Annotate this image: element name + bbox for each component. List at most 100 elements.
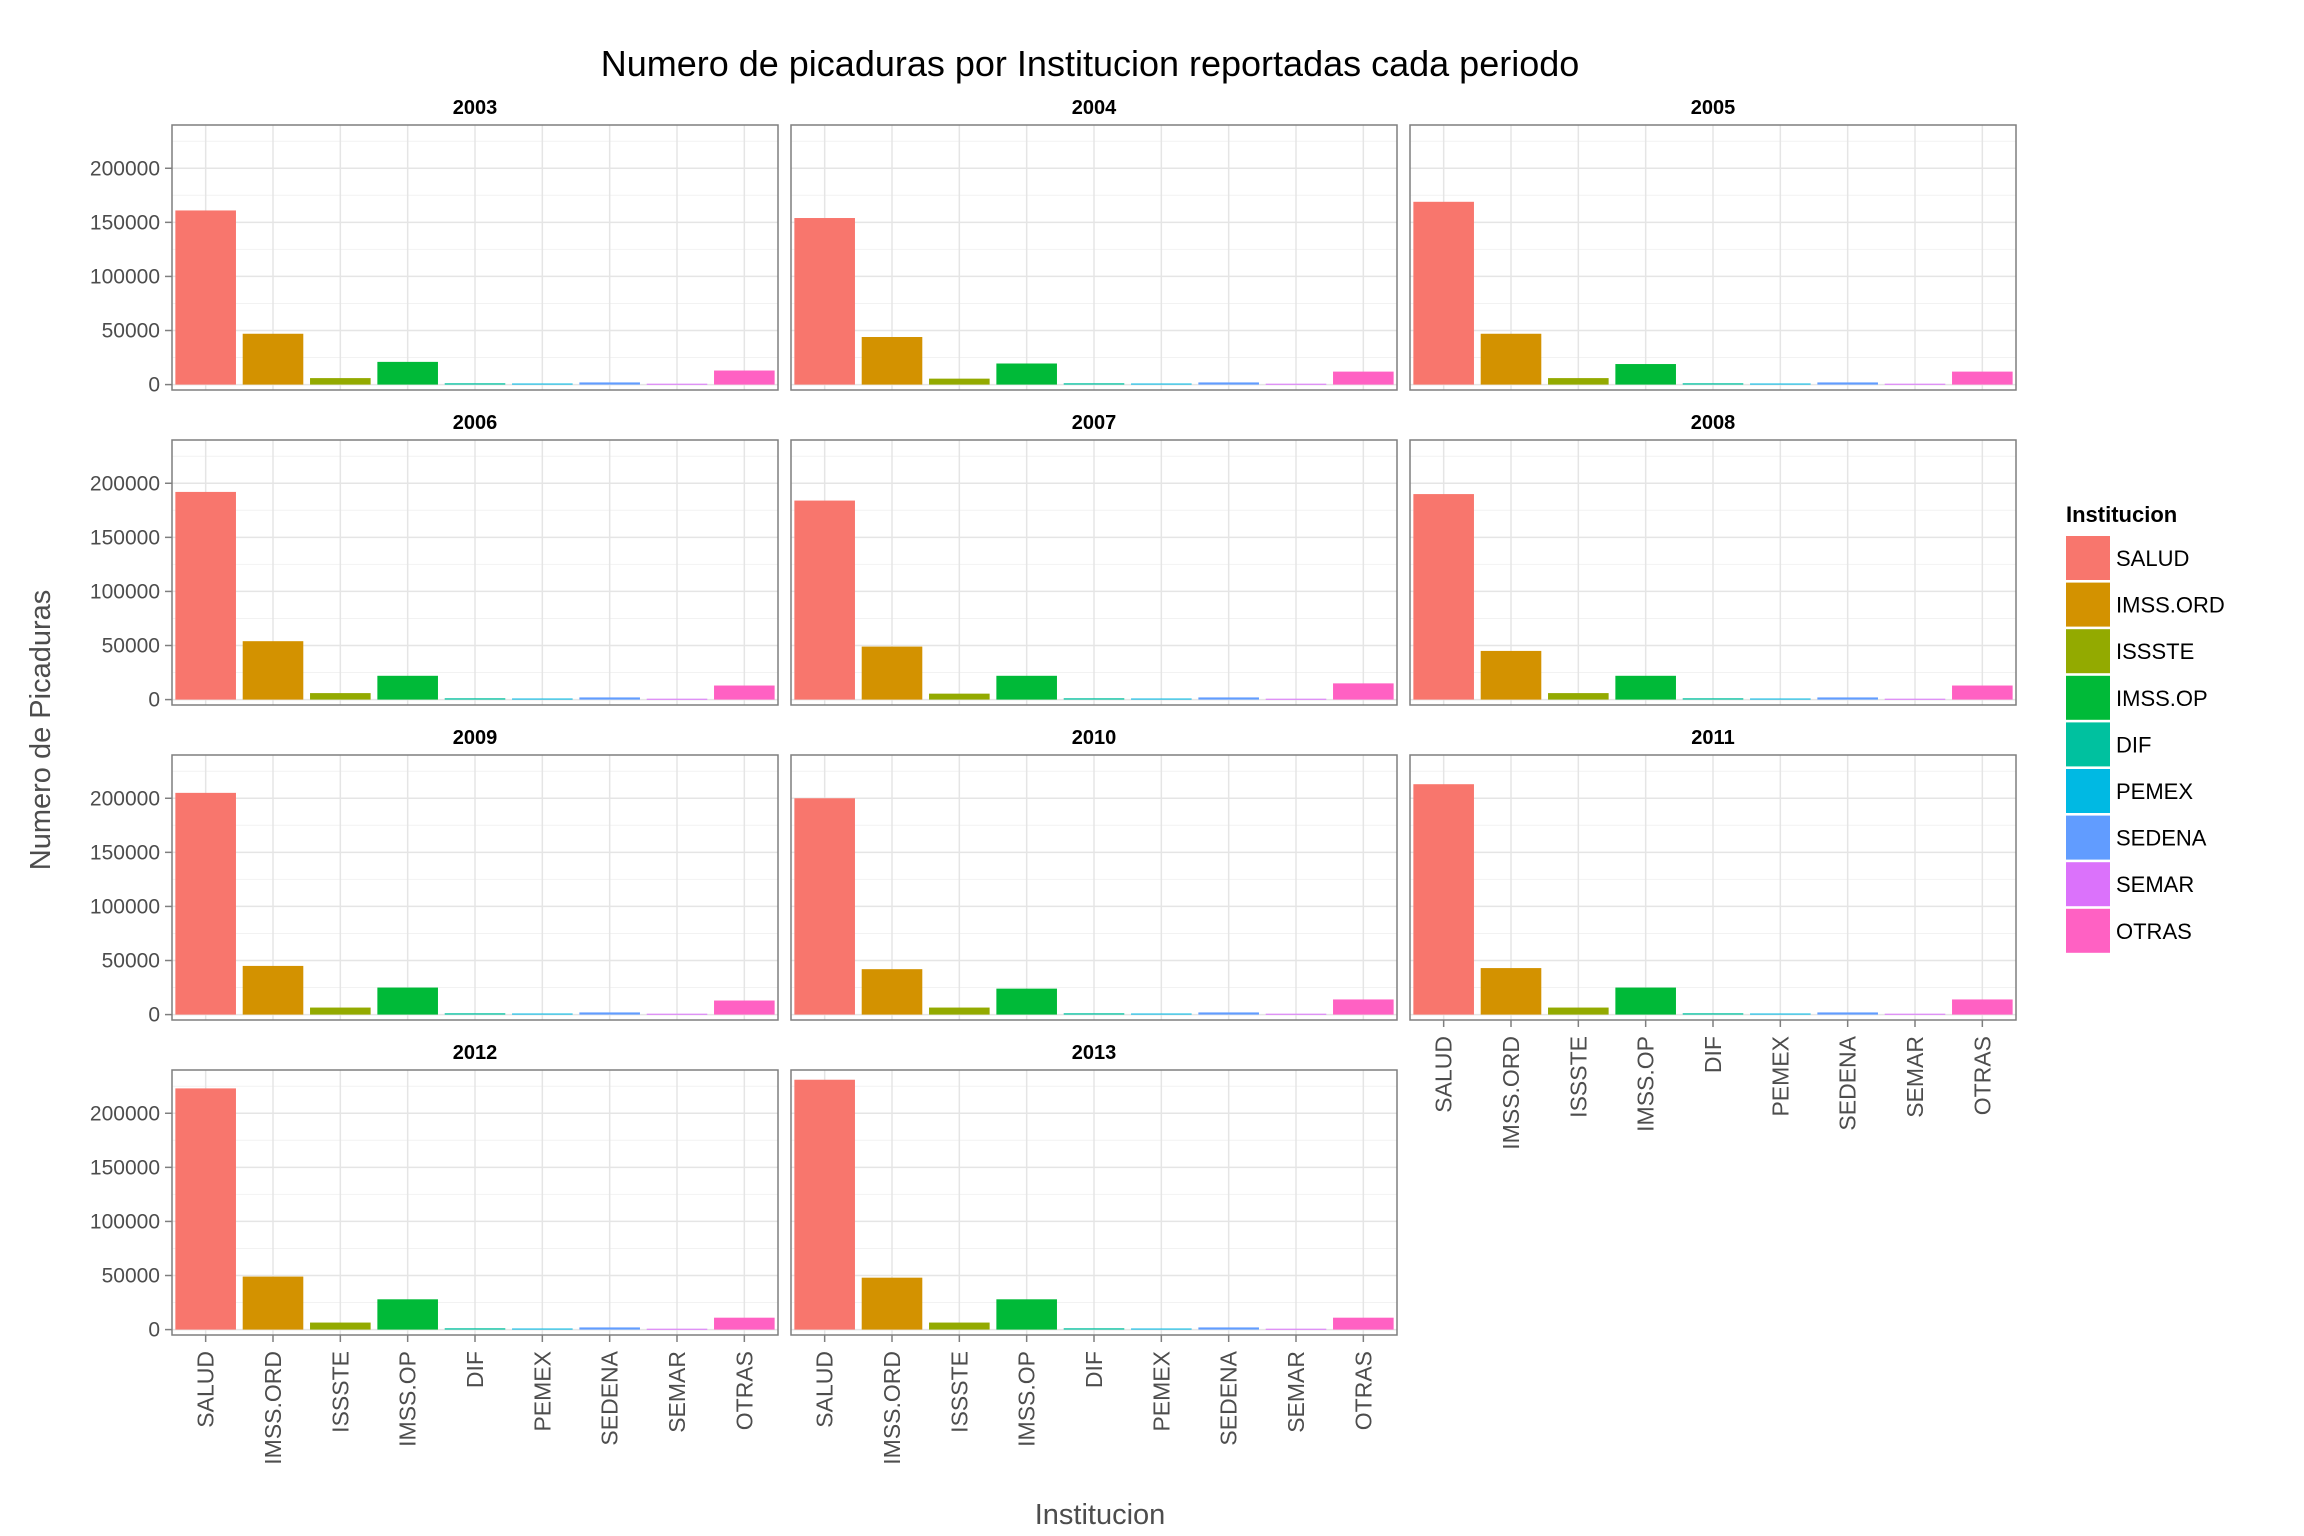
bar-PEMEX xyxy=(512,383,573,385)
bar-DIF xyxy=(1063,1328,1125,1330)
y-tick-label: 150000 xyxy=(90,211,160,234)
x-tick-label: DIF xyxy=(1081,1351,1107,1388)
x-tick-label: SEMAR xyxy=(1283,1351,1309,1433)
bar-SEDENA xyxy=(1817,697,1878,700)
bar-IMSS.ORD xyxy=(861,337,923,385)
x-tick-label: PEMEX xyxy=(1148,1351,1174,1432)
bar-PEMEX xyxy=(1131,1013,1192,1015)
bar-ISSSTE xyxy=(929,1007,990,1015)
y-tick-label: 100000 xyxy=(90,580,160,603)
x-tick-label: SEDENA xyxy=(1835,1035,1861,1130)
panel-strip-label: 2008 xyxy=(1691,412,1736,434)
panel-strip-label: 2005 xyxy=(1691,97,1736,119)
panel-border xyxy=(790,439,1398,706)
legend-label: SALUD xyxy=(2116,546,2189,571)
bar-IMSS.OP xyxy=(1615,675,1676,700)
x-tick-label: SALUD xyxy=(1431,1036,1457,1113)
legend-item-SALUD: SALUD xyxy=(2066,536,2189,580)
panel-2009: 2009 0 50000 100000 150000 200000 xyxy=(90,727,779,1027)
x-tick-label: SEDENA xyxy=(1216,1350,1242,1445)
bar-SEMAR xyxy=(1884,698,1946,700)
bar-OTRAS xyxy=(1333,683,1394,700)
bar-IMSS.ORD xyxy=(242,333,304,385)
bar-SALUD xyxy=(794,500,855,700)
legend-label: PEMEX xyxy=(2116,779,2193,804)
x-tick-label: SALUD xyxy=(193,1351,219,1428)
bar-DIF xyxy=(1063,698,1125,700)
bar-OTRAS xyxy=(1333,1317,1394,1330)
panel-border xyxy=(171,439,779,706)
bar-SALUD xyxy=(1413,494,1474,700)
x-tick-label: SALUD xyxy=(812,1351,838,1428)
bar-ISSSTE xyxy=(310,1007,371,1015)
bar-PEMEX xyxy=(1750,1013,1811,1015)
bar-DIF xyxy=(1682,1013,1744,1015)
bar-IMSS.OP xyxy=(1615,364,1676,385)
x-tick-label: PEMEX xyxy=(1767,1036,1793,1117)
x-tick-label: OTRAS xyxy=(1969,1036,1995,1115)
bar-ISSSTE xyxy=(310,1322,371,1330)
legend-key xyxy=(2066,722,2110,767)
bar-IMSS.OP xyxy=(996,1299,1057,1330)
bar-SEDENA xyxy=(579,1327,640,1330)
bar-SEDENA xyxy=(579,382,640,385)
panel-2005: 2005 xyxy=(1409,97,2017,391)
bar-SALUD xyxy=(1413,201,1474,385)
bar-ISSSTE xyxy=(929,378,990,385)
bar-IMSS.OP xyxy=(996,363,1057,385)
bar-IMSS.ORD xyxy=(861,969,923,1015)
y-tick-label: 200000 xyxy=(90,1102,160,1125)
legend-label: OTRAS xyxy=(2116,919,2192,944)
panel-2006: 2006 0 50000 100000 150000 200000 xyxy=(90,412,779,712)
legend-item-IMSS.OP: IMSS.OP xyxy=(2066,675,2208,720)
panel-strip-label: 2006 xyxy=(453,412,498,434)
panel-strip-label: 2013 xyxy=(1072,1042,1117,1064)
bar-IMSS.OP xyxy=(996,988,1057,1015)
panel-strip-label: 2012 xyxy=(453,1042,498,1064)
bar-SEMAR xyxy=(1265,698,1327,700)
bar-PEMEX xyxy=(1131,1328,1192,1330)
panel-strip-label: 2011 xyxy=(1691,727,1734,749)
legend-label: SEMAR xyxy=(2116,872,2194,897)
y-tick-label: 200000 xyxy=(90,472,160,495)
bar-PEMEX xyxy=(1131,698,1192,700)
bar-OTRAS xyxy=(1952,685,2013,700)
panel-strip-label: 2007 xyxy=(1072,412,1117,434)
legend-item-PEMEX: PEMEX xyxy=(2066,769,2193,813)
bar-SALUD xyxy=(1413,784,1474,1015)
bar-OTRAS xyxy=(714,1317,775,1330)
bar-SEDENA xyxy=(579,697,640,700)
bar-ISSSTE xyxy=(929,1322,990,1330)
y-tick-label: 50000 xyxy=(102,635,160,658)
bar-PEMEX xyxy=(1750,383,1811,385)
y-tick-label: 0 xyxy=(148,1319,160,1342)
bar-OTRAS xyxy=(714,1000,775,1015)
panel-strip-label: 2003 xyxy=(453,97,498,119)
bar-IMSS.ORD xyxy=(861,646,923,700)
y-tick-label: 100000 xyxy=(90,895,160,918)
bar-IMSS.ORD xyxy=(242,965,304,1015)
bar-PEMEX xyxy=(1131,383,1192,385)
x-tick-label: OTRAS xyxy=(731,1351,757,1430)
y-tick-label: 150000 xyxy=(90,1156,160,1179)
y-tick-label: 0 xyxy=(148,1004,160,1027)
bar-SALUD xyxy=(175,210,236,385)
x-tick-label: IMSS.ORD xyxy=(1498,1036,1524,1150)
x-tick-label: SEMAR xyxy=(1902,1036,1928,1118)
bar-SEDENA xyxy=(1817,382,1878,385)
legend-key xyxy=(2066,815,2110,860)
panel-2013: 2013 SALUD IMSS.ORD ISSSTE IMSS.OP DIF PEMEX SE… xyxy=(790,1042,1398,1465)
x-tick-label: ISSSTE xyxy=(946,1351,972,1433)
y-tick-label: 200000 xyxy=(90,787,160,810)
bar-ISSSTE xyxy=(310,693,371,700)
bar-SEDENA xyxy=(579,1012,640,1015)
y-tick-label: 150000 xyxy=(90,841,160,864)
panel-border xyxy=(790,754,1398,1021)
x-tick-label: IMSS.ORD xyxy=(260,1351,286,1465)
bar-SALUD xyxy=(794,798,855,1015)
bar-SEMAR xyxy=(1884,1013,1946,1015)
bar-ISSSTE xyxy=(1548,1007,1609,1015)
bar-SALUD xyxy=(794,1079,855,1330)
panel-2012: 2012 0 50000 100000 150000 200000 SALUD IMSS.OR… xyxy=(90,1042,779,1465)
